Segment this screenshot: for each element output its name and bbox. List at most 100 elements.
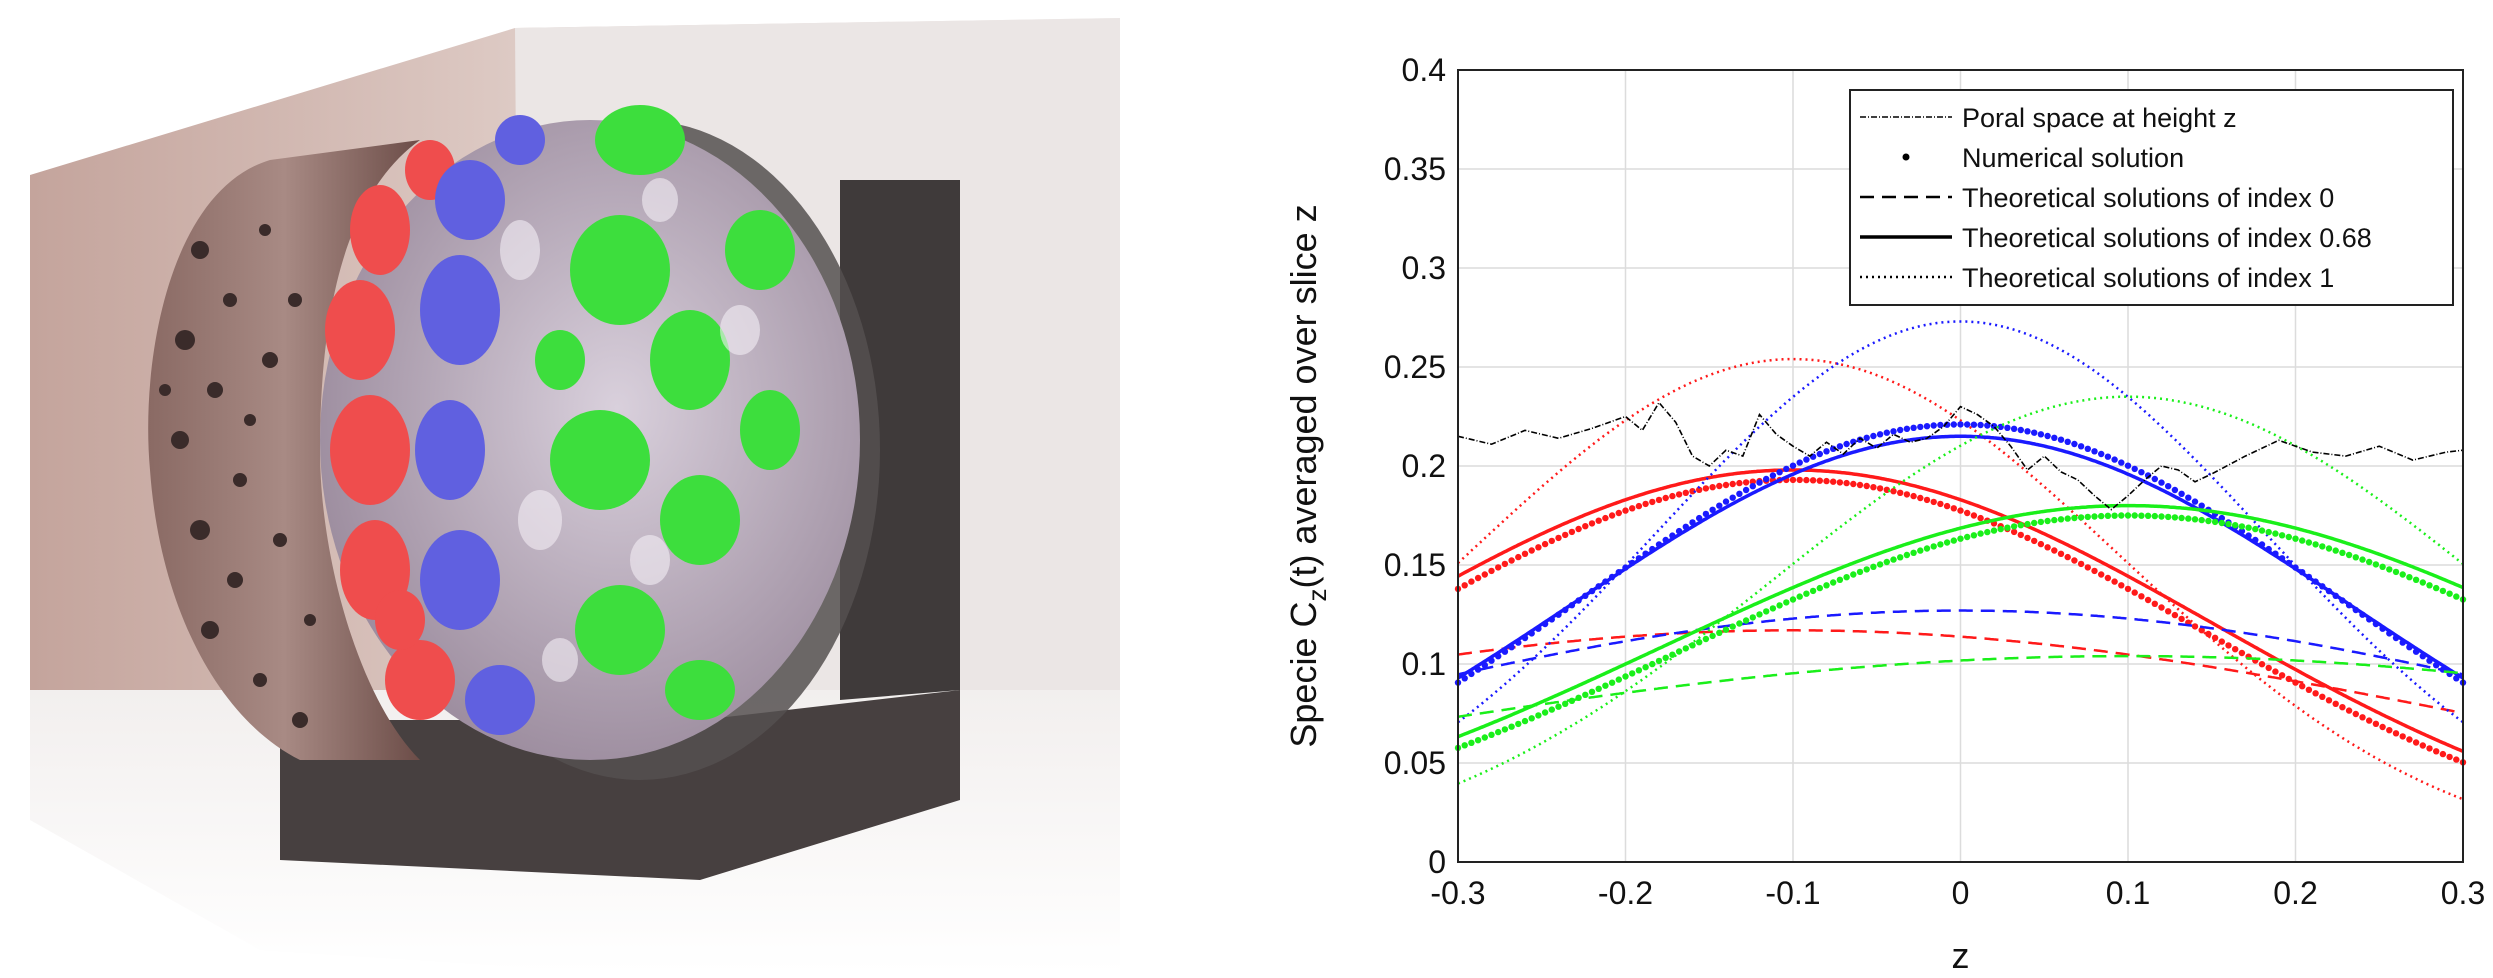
blue-numerical-point <box>1856 436 1864 443</box>
blue-numerical-point <box>2031 429 2038 436</box>
green-numerical-point <box>1964 533 1971 541</box>
blue-numerical-point <box>2386 630 2393 637</box>
blue-numerical-point <box>1716 502 1723 509</box>
blue-numerical-point <box>1984 422 1991 429</box>
blue-numerical-point <box>1488 657 1495 664</box>
blue-numerical-point <box>2305 573 2313 581</box>
green-numerical-point <box>1796 593 1803 600</box>
green-numerical-point <box>2319 543 2326 550</box>
blue-numerical-point <box>2017 426 2024 434</box>
red-numerical-point <box>1602 514 1609 522</box>
blue-numerical-point <box>1917 423 1924 431</box>
red-numerical-point <box>1468 578 1475 585</box>
blue-numerical-point <box>1629 559 1636 567</box>
cylinder-rim <box>148 140 420 760</box>
blue-numerical-point <box>1736 490 1743 497</box>
red-numerical-point <box>1689 488 1696 495</box>
green-numerical-point <box>1662 654 1669 661</box>
green-numerical-point <box>1642 664 1649 671</box>
red-numerical-point <box>1950 505 1957 512</box>
red-numerical-point <box>2372 720 2380 727</box>
blue-numerical-point <box>1635 555 1643 562</box>
green-numerical-point <box>1870 563 1877 570</box>
green-numerical-point <box>1582 691 1589 698</box>
y-tick-label: 0.15 <box>1384 547 1446 583</box>
red-numerical-point <box>1541 540 1549 548</box>
chart-panel: -0.3 -0.2 -0.1 0 0.1 0.2 0.3 0 0.05 0.1 0.15 0.2 0.2… <box>1180 0 2493 976</box>
blue-numerical-point <box>1997 423 2004 431</box>
red-numerical-point <box>2205 630 2212 638</box>
blue-numerical-point <box>2272 550 2279 557</box>
green-numerical-point <box>2252 525 2259 533</box>
green-numerical-point <box>2098 512 2105 520</box>
red-numerical-point <box>2071 557 2078 564</box>
blue-numerical-point <box>1461 675 1468 682</box>
green-numerical-point <box>1675 648 1683 655</box>
blue-numerical-point <box>1521 634 1529 642</box>
red-numerical-point <box>2419 742 2426 749</box>
blue-numerical-point <box>1702 510 1710 518</box>
red-numerical-point <box>1682 489 1689 496</box>
green-numerical-point <box>1830 579 1837 586</box>
y-axis-label-rest: (t) averaged over slice z <box>1283 204 1324 588</box>
red-numerical-point <box>1903 491 1911 498</box>
green-numerical-point <box>2191 516 2199 523</box>
red-numerical-point <box>2366 717 2373 724</box>
green-numerical-point <box>1803 590 1810 597</box>
blue-numerical-point <box>1555 611 1562 618</box>
red-numerical-point <box>2165 608 2172 615</box>
blue-numerical-point <box>1957 421 1964 428</box>
red-numerical-point <box>1716 482 1723 490</box>
red-numerical-point <box>1501 560 1509 568</box>
red-numerical-point <box>1957 507 1964 514</box>
green-numerical-point <box>1541 709 1549 716</box>
blue-numerical-point <box>2412 648 2420 655</box>
legend-entry: Numerical solution <box>1962 143 2184 173</box>
green-numerical-point <box>1897 554 1904 561</box>
y-tick-label: 0.25 <box>1384 349 1446 385</box>
blue-numerical-point <box>1923 423 1931 430</box>
green-numerical-point <box>2406 574 2413 581</box>
base-back <box>840 180 960 700</box>
red-numerical-point <box>2151 600 2158 607</box>
green-numerical-point <box>2332 547 2339 554</box>
red-numerical-point <box>2238 649 2246 657</box>
red-numerical-point <box>2433 748 2440 755</box>
blue-numerical-point <box>1763 475 1770 483</box>
green-numerical-point <box>1548 706 1555 713</box>
red-numerical-point <box>2272 668 2279 675</box>
red-numerical-point <box>1836 479 1844 486</box>
blue-numerical-point <box>2218 514 2225 522</box>
blue-numerical-point <box>1541 620 1549 628</box>
green-numerical-point <box>2399 571 2406 578</box>
blue-numerical-point <box>2064 438 2071 445</box>
red-numerical-point <box>2312 690 2319 697</box>
green-numerical-point <box>2305 539 2313 546</box>
green-numerical-point <box>2077 514 2085 521</box>
red-numerical-point <box>1863 482 1870 490</box>
green-numerical-point <box>1903 551 1911 559</box>
green-numerical-point <box>2010 523 2018 530</box>
blue-numerical-point <box>1816 450 1823 458</box>
blue-numerical-point <box>2044 432 2051 440</box>
red-numerical-point <box>2412 739 2420 746</box>
blue-numerical-point <box>1776 469 1783 476</box>
red-numerical-point <box>2232 646 2239 653</box>
green-numerical-point <box>2265 528 2272 536</box>
green-numerical-point <box>2024 520 2031 528</box>
red-numerical-point <box>2211 634 2219 641</box>
green-numerical-point <box>1789 596 1797 603</box>
blue-numerical-point <box>2352 606 2359 614</box>
red-numerical-point <box>2258 661 2266 668</box>
green-numerical-point <box>2211 518 2219 526</box>
green-numerical-point <box>1602 682 1609 689</box>
green-numerical-point <box>2091 513 2098 520</box>
green-numerical-point <box>1488 731 1495 738</box>
blue-numerical-point <box>1883 429 1890 436</box>
green-numerical-point <box>2031 519 2038 527</box>
green-numerical-point <box>2299 537 2306 544</box>
y-tick-label: 0.3 <box>1402 250 1446 286</box>
blue-numerical-point <box>1964 421 1971 428</box>
y-tick-label: 0.35 <box>1384 151 1446 187</box>
blue-numerical-point <box>2258 541 2266 548</box>
